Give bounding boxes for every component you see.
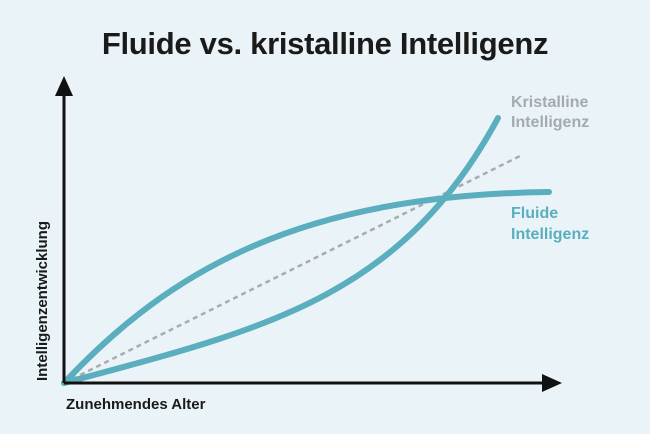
x-axis-label: Zunehmendes Alter: [66, 396, 206, 413]
y-axis-label: Intelligenzentwicklung: [34, 221, 51, 381]
y-axis-arrowhead: [55, 76, 73, 96]
fluid-intelligence-curve: [61, 189, 552, 386]
x-axis-arrowhead: [542, 374, 562, 392]
crystalline-label-line2: Intelligenz: [511, 114, 589, 131]
fluid-label-line2: Intelligenz: [511, 226, 589, 243]
crystalline-intelligence-curve: [61, 115, 501, 386]
crystalline-label-line1: Kristalline: [511, 94, 588, 111]
diagram-title: Fluide vs. kristalline Intelligenz: [101, 26, 549, 61]
fluid-label-line1: Fluide: [511, 205, 558, 222]
